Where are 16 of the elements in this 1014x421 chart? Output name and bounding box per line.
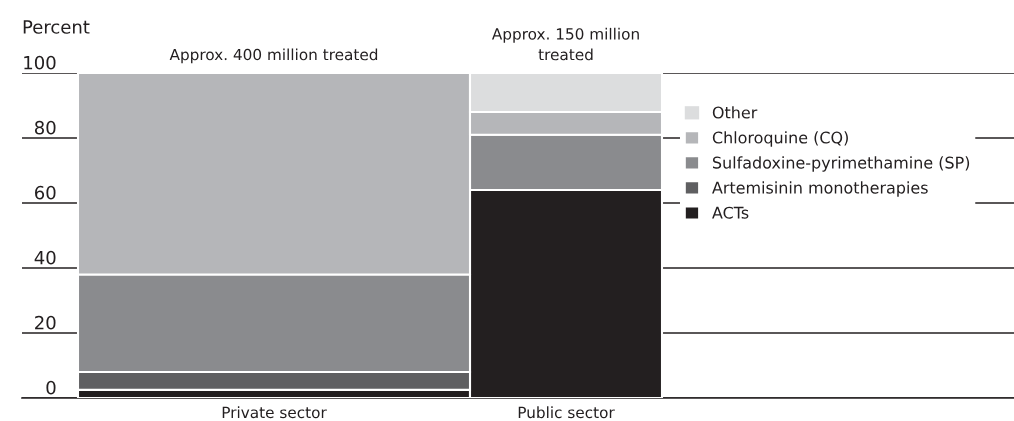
text: Approx. 150 million treated: [491, 27, 639, 61]
y-tick-label: 60: [35, 185, 56, 200]
text: Approx. 400 million treated: [169, 48, 378, 64]
x-tick-label: Private sector: [222, 406, 327, 419]
y-tick-label: 80: [34, 120, 56, 135]
y-tick-label: 20: [35, 315, 56, 330]
legend-label: Chloroquine (CQ): [712, 131, 848, 147]
y-tick-label: 100: [24, 55, 56, 70]
y-tick-label: 40: [34, 250, 56, 265]
legend-label: Other: [712, 106, 758, 119]
x-tick-label: Public sector: [518, 406, 615, 419]
y-axis-title: Percent: [23, 20, 90, 34]
y-tick-label: 0: [46, 380, 56, 395]
legend-label: ACTs: [712, 206, 749, 219]
legend-label: Sulfadoxine-pyrimethamine (SP): [712, 156, 970, 172]
legend-label: Artemisinin monotherapies: [712, 181, 928, 197]
